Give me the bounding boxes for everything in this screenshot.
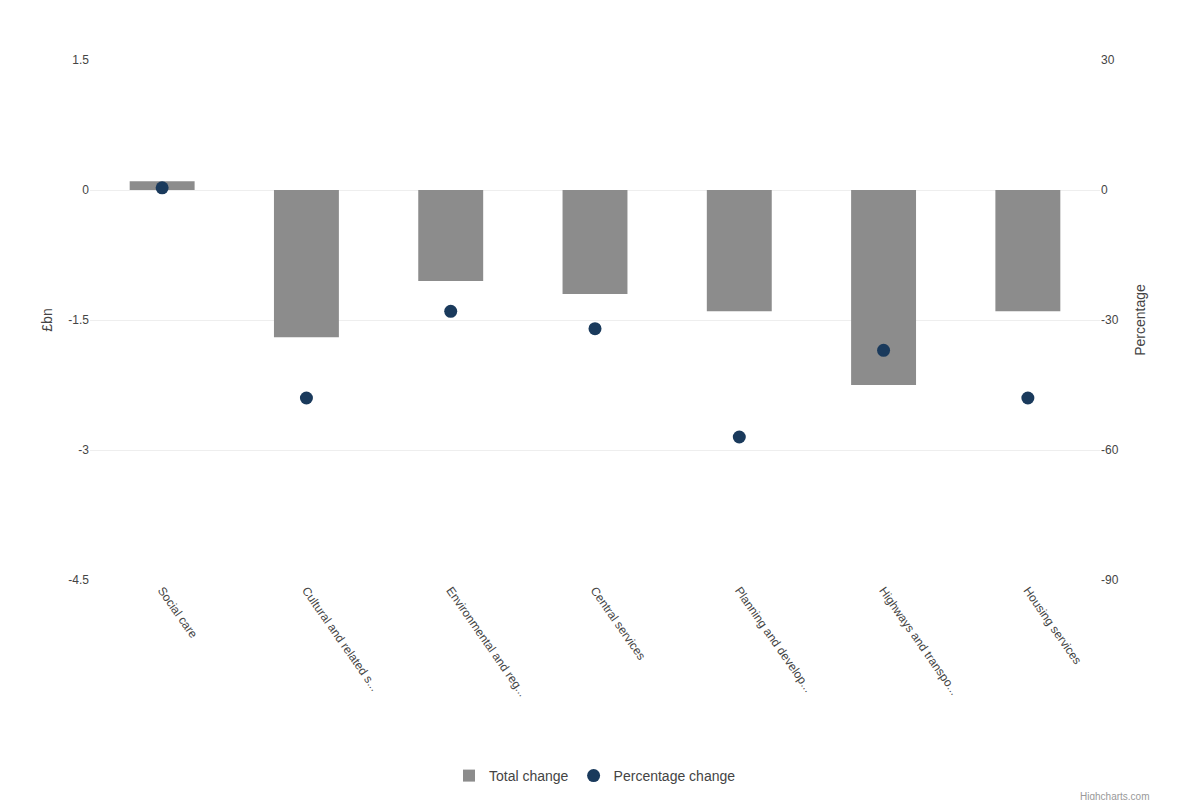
svg-text:-3: -3 [78,443,89,457]
svg-text:Highways and transpo...: Highways and transpo... [876,584,961,697]
svg-text:-4.5: -4.5 [68,573,89,587]
svg-text:1.5: 1.5 [72,53,89,67]
svg-text:-90: -90 [1101,573,1119,587]
svg-text:30: 30 [1101,53,1115,67]
svg-text:0: 0 [82,183,89,197]
svg-text:Highcharts.com: Highcharts.com [1080,791,1149,800]
svg-text:Environmental and reg...: Environmental and reg... [443,584,529,699]
svg-text:Planning and develop...: Planning and develop... [732,584,815,695]
svg-text:0: 0 [1101,183,1108,197]
svg-text:-1.5: -1.5 [68,313,89,327]
svg-text:Total change: Total change [489,768,569,784]
svg-text:-60: -60 [1101,443,1119,457]
svg-text:Percentage change: Percentage change [614,768,736,784]
svg-text:Central services: Central services [588,584,649,663]
svg-text:£bn: £bn [39,308,55,331]
svg-text:Percentage: Percentage [1132,284,1148,356]
svg-text:-30: -30 [1101,313,1119,327]
svg-text:Social care: Social care [155,584,201,641]
svg-text:Housing services: Housing services [1020,584,1084,667]
svg-text:Cultural and related s...: Cultural and related s... [299,584,382,694]
